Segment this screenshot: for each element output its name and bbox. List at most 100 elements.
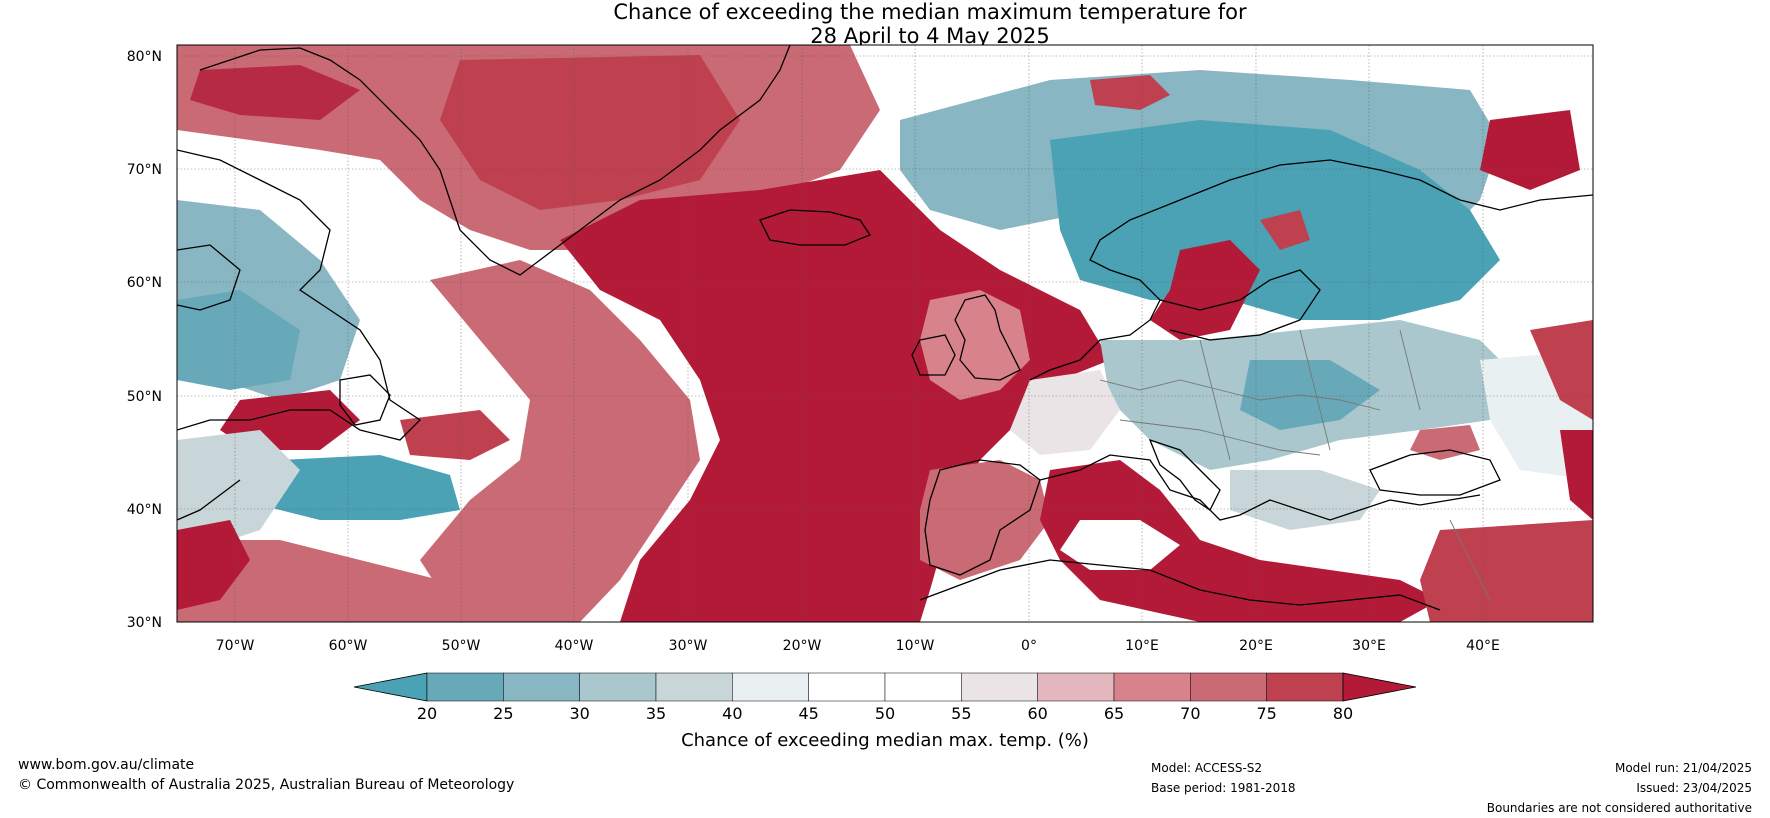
colorbar-tick-label: 20: [417, 704, 437, 723]
nova-scotia-red: [400, 410, 510, 460]
arctic-dark-red: [190, 65, 360, 120]
colorbar-tick-label: 60: [1027, 704, 1047, 723]
black-sea-red: [1410, 425, 1480, 460]
black-sea-coast: [1369, 449, 1501, 496]
europe-coast: [1029, 159, 1593, 381]
border-f: [1449, 519, 1491, 601]
iberia-red: [920, 460, 1050, 580]
colorbar-tick-label: 45: [798, 704, 818, 723]
colorbar: 20 25 30 35 40 45 50 55 60 65 70 75 80: [353, 672, 1417, 723]
colorbar-segment: [732, 672, 809, 702]
lon-label: 20°E: [1239, 638, 1273, 654]
colorbar-segment: [808, 672, 886, 702]
country-borders: [1099, 329, 1491, 601]
colorbar-segment: [503, 672, 580, 702]
italy-coast: [1148, 438, 1221, 511]
model-text: Model: ACCESS-S2: [1151, 761, 1263, 775]
west-atlantic-teal: [260, 455, 460, 520]
newfoundland-coast: [339, 374, 391, 426]
europe-teal: [1240, 360, 1380, 430]
iberia-coast: [924, 459, 1041, 576]
base-period-text: Base period: 1981-2018: [1151, 781, 1296, 795]
lon-label: 60°W: [329, 638, 368, 654]
colorbar-segment: [426, 672, 504, 702]
lon-label: 20°W: [783, 638, 822, 654]
issued-text: Issued: 23/04/2025: [1636, 781, 1752, 795]
lat-label: 60°N: [127, 275, 162, 291]
lat-label: 80°N: [127, 49, 162, 65]
balkan-light: [1230, 470, 1380, 530]
colorbar-tick-label: 35: [646, 704, 666, 723]
lon-label: 10°E: [1125, 638, 1159, 654]
title-line-1: Chance of exceeding the median maximum t…: [613, 0, 1247, 24]
model-run-text: Model run: 21/04/2025: [1614, 761, 1752, 775]
uk-pink: [920, 290, 1030, 400]
middle-east-red: [1420, 520, 1593, 622]
map-panel: [177, 45, 1593, 622]
greenland-east-red: [440, 55, 740, 210]
footer-middle: Model: ACCESS-S2 Base period: 1981-2018: [1151, 758, 1296, 798]
disclaimer-text: Boundaries are not considered authoritat…: [1486, 801, 1752, 815]
west-atlantic-light: [177, 430, 300, 550]
border-e: [1399, 329, 1421, 411]
colorbar-segment: [1190, 672, 1267, 702]
colorbar-segment: [1037, 672, 1115, 702]
colorbar-tick-label: 40: [722, 704, 742, 723]
colorbar-segment: [884, 672, 962, 702]
med-white: [1060, 520, 1180, 570]
colorbar-segment: [1266, 672, 1344, 702]
lon-label: 10°W: [896, 638, 935, 654]
website-link[interactable]: www.bom.gov.au/climate: [18, 757, 195, 773]
border-b: [1119, 419, 1321, 456]
border-a: [1099, 379, 1381, 411]
east-red: [1530, 320, 1593, 420]
title-line-2: 28 April to 4 May 2025: [810, 24, 1050, 48]
north-africa-coast: [919, 559, 1441, 611]
lon-label: 70°W: [216, 638, 255, 654]
colorbar-tick-label: 50: [875, 704, 895, 723]
colorbar-arrow-low: [353, 672, 428, 702]
north-america-coast: [177, 149, 422, 441]
map-title: Chance of exceeding the median maximum t…: [0, 0, 1770, 48]
uk-coast: [954, 294, 1021, 381]
lon-labels: 70°W 60°W 50°W 40°W 30°W 20°W 10°W 0° 10…: [216, 638, 1500, 654]
hudson-coast: [177, 244, 241, 311]
colorbar-tick-label: 25: [493, 704, 513, 723]
labrador-teal: [177, 290, 300, 390]
colorbar-title: Chance of exceeding median max. temp. (%…: [681, 730, 1089, 751]
colorbar-segment: [579, 672, 657, 702]
lat-label: 70°N: [127, 162, 162, 178]
atlantic-red-west: [420, 260, 700, 622]
greenland-coast: [199, 45, 791, 276]
svalbard-red: [1090, 75, 1170, 110]
lon-label: 40°W: [555, 638, 594, 654]
colorbar-tick-label: 65: [1104, 704, 1124, 723]
lon-label: 30°W: [669, 638, 708, 654]
lon-label: 0°: [1021, 638, 1037, 654]
colorbar-segment: [961, 672, 1038, 702]
border-c: [1199, 339, 1231, 461]
colorbar-tick-label: 70: [1180, 704, 1200, 723]
footer-right: Model run: 21/04/2025 Issued: 23/04/2025…: [1487, 758, 1752, 818]
coastlines: [177, 45, 1593, 611]
colorbar-tick-label: 75: [1256, 704, 1276, 723]
finland-red: [1260, 210, 1310, 250]
sable-red: [177, 520, 250, 610]
colorbar-segment: [655, 672, 733, 702]
lat-label: 50°N: [127, 389, 162, 405]
med-coast: [1039, 454, 1481, 521]
lat-label: 40°N: [127, 502, 162, 518]
colorbar-tick-label: 55: [951, 704, 971, 723]
colorbar-tick-label: 30: [569, 704, 589, 723]
caucasus-red: [1560, 430, 1593, 520]
lon-label: 30°E: [1352, 638, 1386, 654]
copyright-text: © Commonwealth of Australia 2025, Austra…: [18, 777, 515, 793]
ireland-coast: [911, 334, 956, 376]
us-coast: [177, 479, 241, 521]
iceland-coast: [759, 209, 871, 246]
lon-label: 40°E: [1466, 638, 1500, 654]
colorbar-segment: [1113, 672, 1191, 702]
france-white: [1010, 370, 1120, 455]
border-d: [1299, 329, 1331, 451]
